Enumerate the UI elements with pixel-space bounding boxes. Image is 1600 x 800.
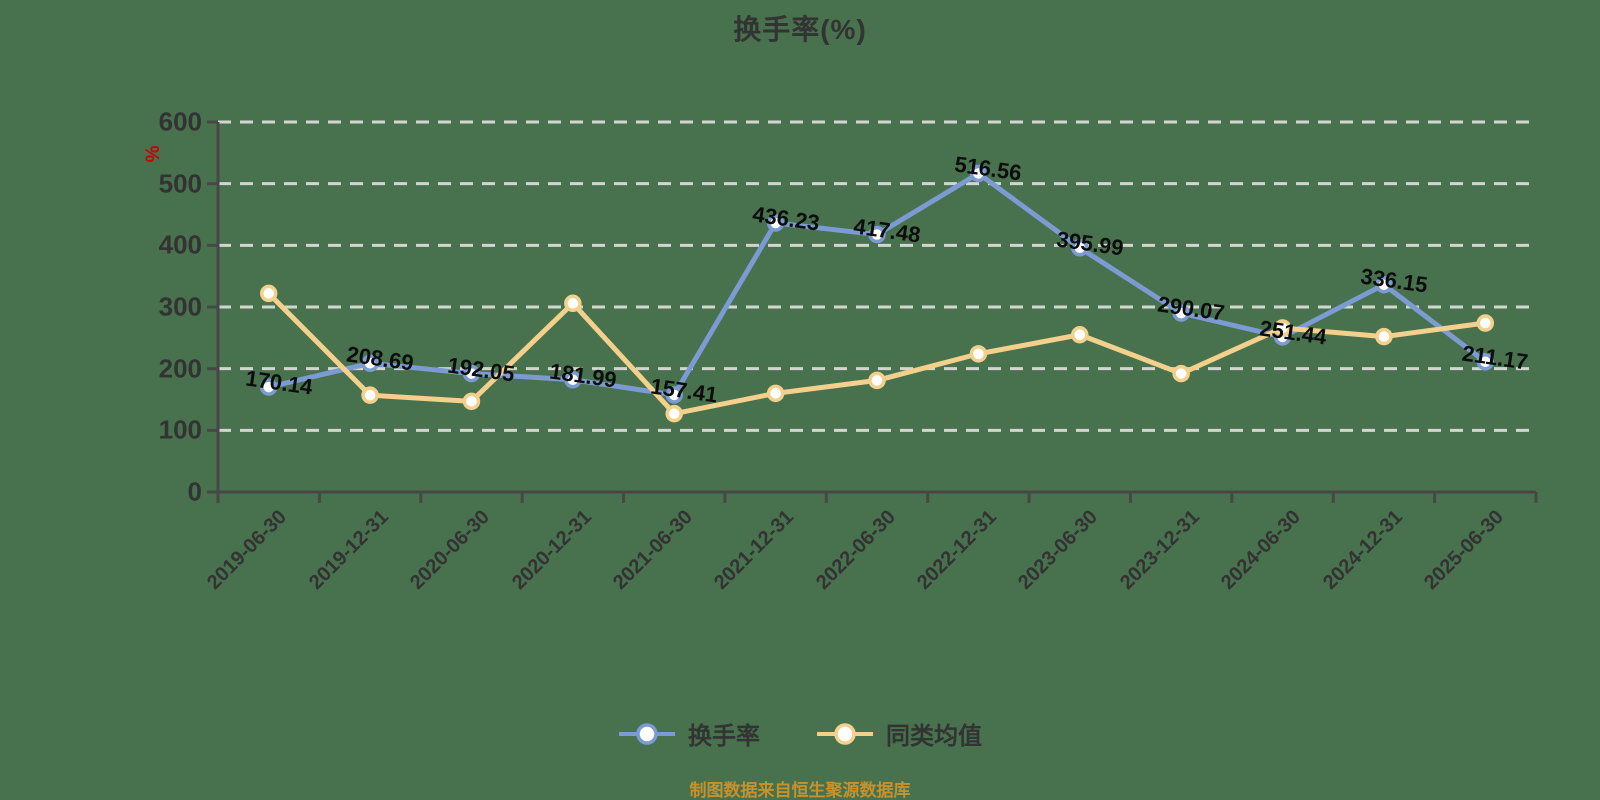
data-source-caption: 制图数据来自恒生聚源数据库 [689,781,911,800]
data-point-peer-average [1273,319,1292,337]
legend-line-circle-icon [619,722,675,745]
data-point-turnover-rate [766,214,785,232]
legend-label: 同类均值 [886,723,982,750]
data-point-turnover-rate [564,371,582,389]
data-point-peer-average [462,392,481,411]
data-point-peer-average [969,345,988,363]
data-point-turnover-rate [1476,353,1495,371]
y-axis-label: 400 [158,229,202,260]
data-point-turnover-rate [259,378,278,396]
y-axis-label: 300 [158,291,202,322]
legend-item-turnover-rate[interactable]: 换手率 [618,716,760,751]
data-point-turnover-rate [665,386,683,404]
data-point-peer-average [1172,364,1190,383]
legend-label: 换手率 [688,723,760,750]
data-point-turnover-rate [868,225,886,244]
data-point-peer-average [868,371,886,390]
data-point-peer-average [564,294,582,313]
data-point-peer-average [259,284,278,303]
legend-line-circle-icon [817,722,873,745]
y-axis-label: 600 [158,106,202,137]
data-point-peer-average [665,404,683,423]
data-point-peer-average [1071,326,1089,344]
data-point-turnover-rate [1071,239,1089,257]
data-point-turnover-rate [1375,275,1393,294]
data-point-peer-average [1476,314,1495,332]
data-point-turnover-rate [361,354,379,373]
y-axis-label: 200 [158,353,202,384]
data-point-peer-average [361,386,379,404]
data-point-turnover-rate [1172,304,1190,322]
y-axis-label: 500 [158,168,202,199]
data-point-peer-average [1375,327,1393,346]
legend: 换手率 同类均值 [0,716,1600,751]
data-point-turnover-rate [462,364,481,383]
chart-title: 换手率(%) [733,14,867,45]
y-axis-label: 0 [187,476,202,507]
data-point-turnover-rate [969,164,988,183]
data-point-peer-average [766,384,785,403]
legend-item-peer-average[interactable]: 同类均值 [816,716,982,751]
y-axis-label: 100 [158,414,202,445]
